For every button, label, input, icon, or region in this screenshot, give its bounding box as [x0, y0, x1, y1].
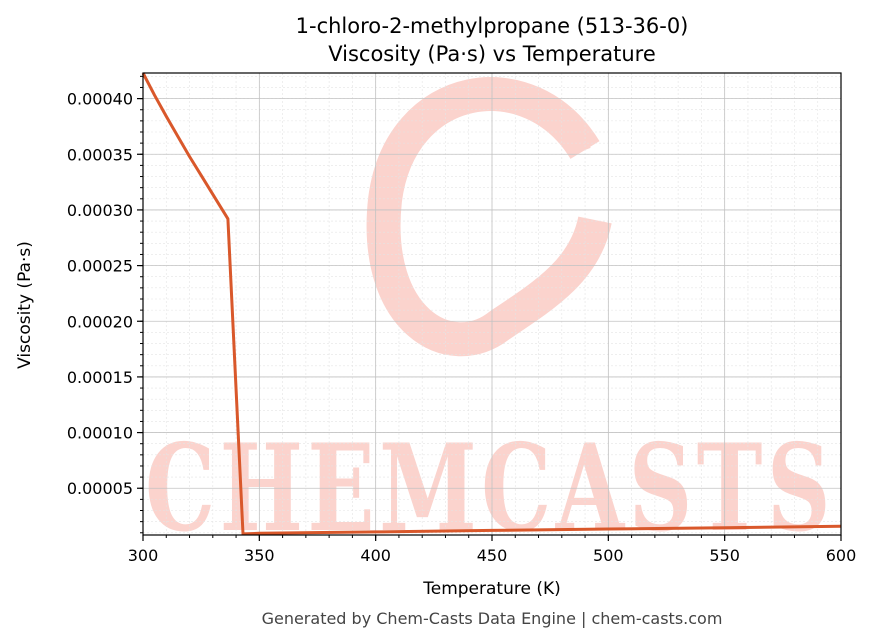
- y-tick-label: 0.00035: [67, 145, 133, 164]
- y-tick-label: 0.00020: [67, 312, 133, 331]
- series-line: [141, 72, 842, 536]
- y-tick-label: 0.00025: [67, 257, 133, 276]
- y-tick-label: 0.00010: [67, 424, 133, 443]
- y-tick-label: 0.00040: [67, 90, 133, 109]
- x-ticks: 300 350 400 450 500 550 600: [128, 535, 857, 565]
- chart-title: 1-chloro-2-methylpropane (513-36-0): [296, 14, 689, 38]
- watermark-logo: [366, 77, 612, 357]
- y-axis-label: Viscosity (Pa·s): [15, 241, 35, 369]
- x-tick-label: 600: [826, 546, 857, 565]
- y-ticks: 0.00005 0.00010 0.00015 0.00020 0.00025 0.000…: [67, 75, 143, 534]
- x-tick-label: 350: [244, 546, 275, 565]
- x-tick-label: 300: [128, 546, 159, 565]
- y-tick-label: 0.00005: [67, 479, 133, 498]
- x-tick-label: 550: [709, 546, 740, 565]
- footer-credit: Generated by Chem-Casts Data Engine | ch…: [262, 609, 723, 628]
- x-tick-label: 400: [360, 546, 391, 565]
- x-tick-label: 500: [593, 546, 624, 565]
- watermark: CHEMCASTS: [145, 77, 829, 559]
- y-tick-label: 0.00030: [67, 201, 133, 220]
- y-tick-label: 0.00015: [67, 368, 133, 387]
- x-axis-label: Temperature (K): [422, 579, 561, 599]
- chart-subtitle: Viscosity (Pa·s) vs Temperature: [328, 42, 656, 66]
- x-tick-label: 450: [477, 546, 508, 565]
